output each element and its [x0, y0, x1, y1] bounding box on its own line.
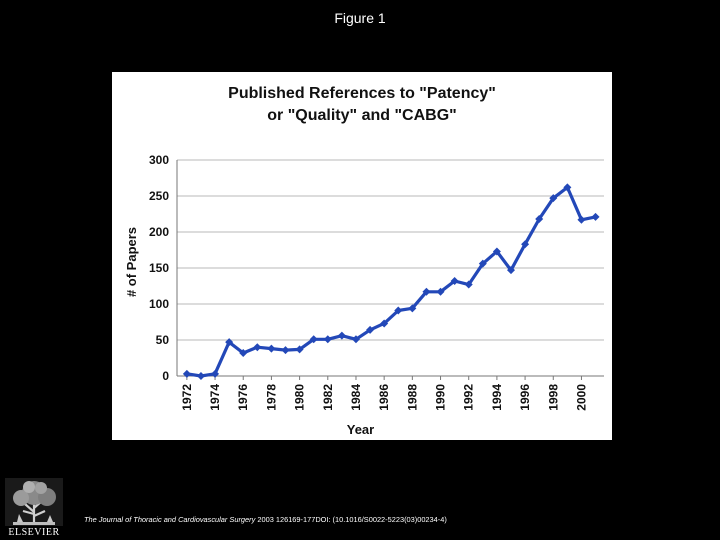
data-point: [464, 280, 473, 289]
data-point: [591, 212, 600, 221]
chart-panel: Published References to "Patency" or "Qua…: [112, 72, 612, 440]
x-tick-label: 1996: [518, 384, 532, 411]
x-tick-label: 1974: [208, 384, 222, 411]
data-point: [182, 369, 191, 378]
data-point: [225, 338, 234, 347]
x-tick-label: 1984: [349, 384, 363, 411]
data-point: [196, 372, 205, 380]
data-point: [380, 319, 389, 328]
x-tick-label: 1992: [462, 384, 476, 411]
data-point: [281, 346, 290, 355]
data-point: [337, 331, 346, 340]
data-point: [450, 276, 459, 285]
x-tick-label: 1978: [264, 384, 278, 411]
data-point: [408, 304, 417, 313]
data-point: [422, 287, 431, 296]
data-point: [478, 259, 487, 268]
x-tick-label: 1990: [434, 384, 448, 411]
x-tick-label: 1972: [180, 384, 194, 411]
chart-title-line: Published References to "Patency": [228, 85, 496, 102]
data-point: [309, 335, 318, 344]
data-point: [211, 369, 220, 378]
y-tick-label: 100: [149, 297, 169, 311]
data-point: [563, 183, 572, 192]
series-line: [186, 185, 596, 378]
y-axis-label: # of Papers: [124, 227, 139, 297]
data-point: [394, 306, 403, 315]
x-tick-label: 1982: [321, 384, 335, 411]
x-tick-label: 2000: [574, 384, 588, 411]
data-point: [253, 343, 262, 352]
data-point: [577, 215, 586, 224]
elsevier-tree-icon: [5, 478, 63, 526]
elsevier-logo-text: ELSEVIER: [8, 527, 60, 538]
x-tick-label: 1986: [377, 384, 391, 411]
data-point: [323, 335, 332, 344]
citation-details: 2003 126169-177DOI: (10.1016/S0022-5223(…: [255, 515, 447, 524]
journal-name: The Journal of Thoracic and Cardiovascul…: [84, 515, 256, 524]
data-point: [295, 345, 304, 354]
x-tick-label: 1988: [405, 384, 419, 411]
y-tick-label: 150: [149, 261, 169, 275]
citation-footer: The Journal of Thoracic and Cardiovascul…: [84, 515, 447, 524]
y-tick-label: 200: [149, 225, 169, 239]
figure-title: Figure 1: [334, 10, 386, 26]
y-tick-label: 0: [162, 369, 169, 383]
data-point: [239, 348, 248, 357]
x-tick-label: 1980: [293, 384, 307, 411]
y-tick-label: 300: [149, 153, 169, 167]
data-point: [351, 335, 360, 344]
line-chart: Published References to "Patency" or "Qua…: [124, 85, 604, 437]
x-tick-label: 1998: [546, 384, 560, 411]
y-tick-label: 250: [149, 189, 169, 203]
x-tick-label: 1976: [236, 384, 250, 411]
data-point: [521, 240, 530, 249]
data-point: [492, 247, 501, 256]
x-tick-label: 1994: [490, 384, 504, 411]
data-point: [436, 287, 445, 296]
data-point: [267, 344, 276, 353]
data-point: [366, 325, 375, 334]
x-axis-label: Year: [347, 422, 374, 437]
y-tick-label: 50: [156, 333, 170, 347]
data-point: [535, 215, 544, 224]
data-point: [506, 266, 515, 275]
chart-title-line: or "Quality" and "CABG": [267, 107, 456, 124]
data-point: [549, 194, 558, 203]
